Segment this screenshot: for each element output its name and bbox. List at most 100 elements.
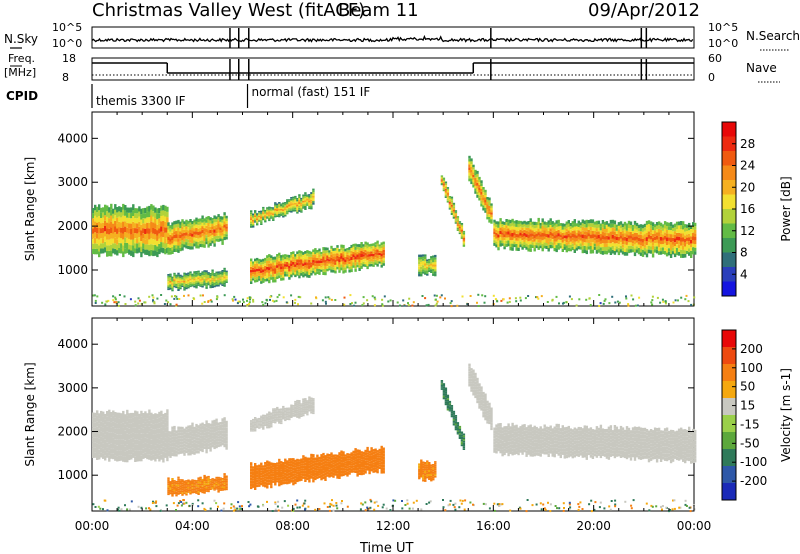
echo-cell [207,485,210,487]
echo-cell [326,474,329,477]
echo-cell [262,214,265,216]
echo-cell [160,221,163,227]
scatter-dot [627,304,630,307]
echo-cell [324,463,327,467]
echo-cell [609,219,613,224]
echo-cell [132,437,135,443]
echo-cell [354,265,357,269]
echo-cell [300,199,303,202]
echo-cell [223,443,226,448]
echo-cell [154,228,157,235]
echo-cell [264,462,267,465]
echo-cell [585,227,588,232]
echo-cell [262,421,265,423]
echo-cell [171,240,174,244]
echo-cell [298,459,301,462]
echo-cell [177,238,180,242]
echo-cell [223,270,226,273]
echo-cell [164,211,167,217]
echo-cell [167,243,170,248]
echo-cell [160,438,163,444]
echo-cell [507,240,510,244]
echo-cell [187,274,190,277]
echo-cell [114,433,117,440]
echo-cell [368,249,371,252]
echo-cell [197,284,200,286]
echo-cell [312,190,315,193]
echo-cell [310,201,313,204]
echo-cell [282,474,285,477]
echo-cell [428,261,431,264]
echo-cell [350,244,353,248]
echo-cell [326,266,329,269]
echo-cell [181,441,184,445]
echo-cell [278,203,281,206]
echo-cell [209,220,212,224]
echo-cell [181,488,184,491]
echo-cell [690,225,693,229]
echo-cell [207,423,210,426]
echo-cell [631,246,635,250]
echo-cell [324,272,327,276]
echo-cell [340,459,343,463]
echo-cell [221,232,224,236]
echo-cell [112,228,115,234]
echo-cell [276,420,279,422]
echo-cell [665,222,669,226]
echo-cell [264,276,267,279]
echo-cell [360,245,363,248]
echo-cell [541,247,544,252]
echo-cell [219,430,222,433]
echo-cell [647,220,651,224]
echo-cell [199,445,202,449]
echo-cell [270,258,273,261]
echo-cell [484,207,487,211]
echo-cell [472,167,475,170]
echo-cell [134,218,137,224]
echo-cell [346,250,349,253]
echo-cell [221,421,224,425]
echo-cell [673,253,677,258]
echo-cell [474,169,477,173]
echo-cell [146,217,149,223]
echo-cell [258,467,261,470]
echo-cell [118,248,121,254]
echo-cell [183,274,186,277]
echo-cell [276,408,279,411]
echo-cell [175,480,178,483]
echo-cell [597,220,601,225]
echo-cell [144,249,147,255]
echo-cell [348,463,351,466]
echo-cell [581,234,584,239]
echo-cell [348,255,351,259]
echo-cell [511,222,514,226]
echo-cell [452,215,456,217]
echo-cell [189,442,192,446]
echo-cell [250,261,253,265]
echo-cell [601,223,605,228]
echo-cell [219,278,222,281]
echo-cell [256,465,259,468]
echo-cell [619,249,623,253]
echo-cell [306,271,309,275]
echo-cell [330,471,333,475]
scatter-dot [114,298,117,301]
echo-cell [266,278,269,282]
echo-cell [543,242,546,246]
echo-cell [310,404,313,407]
echo-cell [179,447,182,451]
echo-cell [169,437,172,441]
echo-cell [688,233,691,238]
echo-cell [203,280,206,283]
echo-cell [258,216,261,219]
echo-cell [179,432,182,436]
echo-cell [314,263,317,267]
echo-cell [217,485,220,488]
echo-cell [599,250,603,255]
echo-cell [102,212,105,218]
echo-cell [551,227,554,231]
echo-cell [98,413,101,419]
echo-cell [199,490,202,493]
echo-cell [503,237,506,241]
echo-cell [124,210,127,216]
